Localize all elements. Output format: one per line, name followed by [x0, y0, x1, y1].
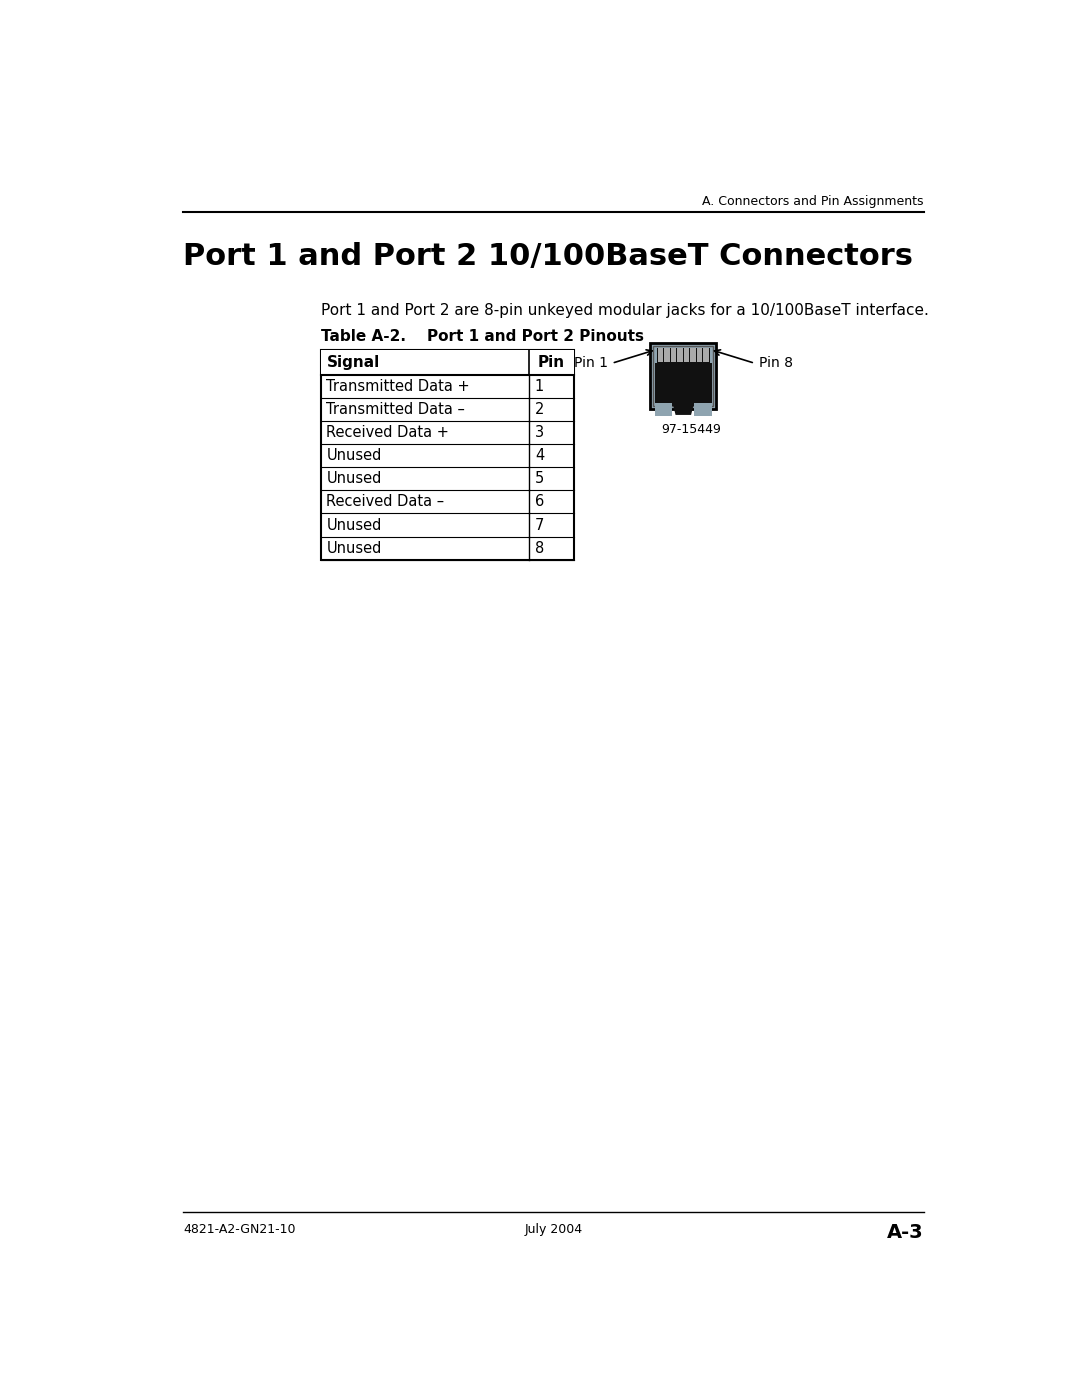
Bar — [656, 363, 712, 405]
Text: A-3: A-3 — [888, 1223, 924, 1241]
Bar — [677, 348, 683, 362]
Text: 4: 4 — [535, 449, 544, 463]
Text: Unused: Unused — [326, 449, 382, 463]
Bar — [703, 348, 708, 362]
Bar — [653, 347, 713, 405]
Bar — [656, 403, 673, 417]
Bar — [658, 348, 663, 362]
Bar — [694, 403, 712, 417]
Text: 7: 7 — [535, 517, 544, 533]
Text: Transmitted Data +: Transmitted Data + — [326, 379, 470, 394]
Text: 2: 2 — [535, 403, 544, 417]
Text: Port 1 and Port 2 10/100BaseT Connectors: Port 1 and Port 2 10/100BaseT Connectors — [183, 242, 913, 271]
Text: Received Data +: Received Data + — [326, 425, 449, 440]
Bar — [690, 348, 696, 362]
Text: July 2004: July 2004 — [525, 1223, 582, 1236]
Text: Transmitted Data –: Transmitted Data – — [326, 403, 465, 417]
Text: 1: 1 — [535, 379, 544, 394]
Text: 4821-A2-GN21-10: 4821-A2-GN21-10 — [183, 1223, 296, 1236]
Bar — [671, 348, 676, 362]
Text: A. Connectors and Pin Assignments: A. Connectors and Pin Assignments — [702, 194, 924, 208]
Text: Unused: Unused — [326, 541, 382, 555]
Bar — [657, 348, 710, 363]
Text: Unused: Unused — [326, 471, 382, 487]
Polygon shape — [673, 403, 694, 415]
Text: 8: 8 — [535, 541, 544, 555]
Text: Received Data –: Received Data – — [326, 495, 445, 509]
Bar — [664, 348, 670, 362]
Text: Pin: Pin — [538, 355, 565, 370]
Text: 97-15449: 97-15449 — [661, 422, 721, 436]
Bar — [697, 348, 702, 362]
Text: Table A-2.    Port 1 and Port 2 Pinouts: Table A-2. Port 1 and Port 2 Pinouts — [321, 330, 644, 344]
Text: 3: 3 — [535, 425, 544, 440]
Text: Signal: Signal — [326, 355, 380, 370]
Bar — [684, 348, 689, 362]
Bar — [650, 344, 716, 408]
Text: 6: 6 — [535, 495, 544, 509]
Bar — [321, 351, 573, 559]
Bar — [321, 351, 573, 375]
Text: Pin 1: Pin 1 — [573, 356, 608, 370]
Text: Port 1 and Port 2 are 8-pin unkeyed modular jacks for a 10/100BaseT interface.: Port 1 and Port 2 are 8-pin unkeyed modu… — [321, 302, 929, 317]
Text: 5: 5 — [535, 471, 544, 487]
Text: Unused: Unused — [326, 517, 382, 533]
Text: Pin 8: Pin 8 — [759, 356, 793, 370]
